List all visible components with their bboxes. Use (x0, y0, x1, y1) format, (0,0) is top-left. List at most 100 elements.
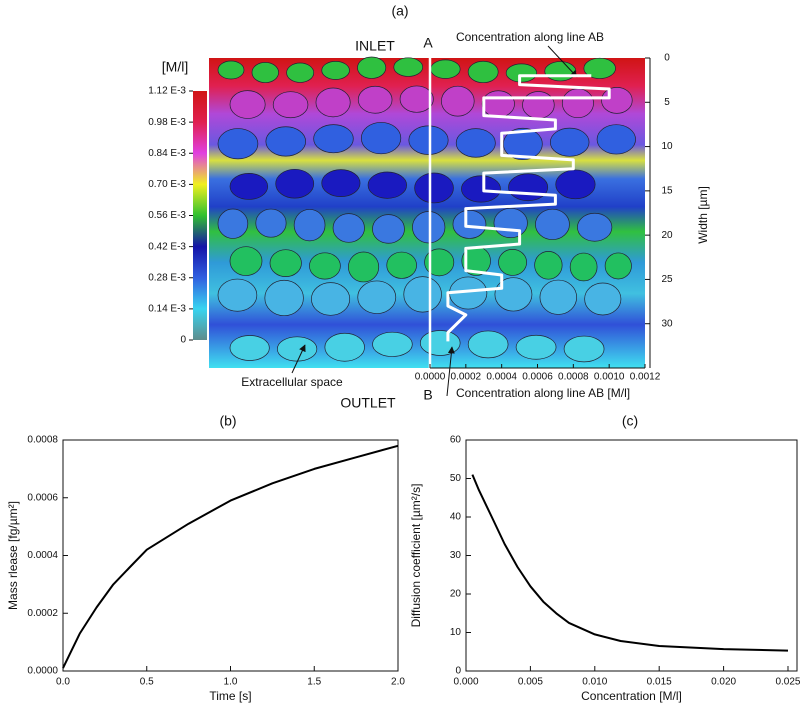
y-tick-label: 30 (450, 550, 462, 561)
arrow (547, 45, 578, 78)
cell (229, 173, 269, 200)
cell (535, 208, 570, 240)
cell (229, 90, 266, 119)
y-tick-label: 30 (661, 318, 673, 329)
cell (569, 252, 598, 282)
cell (217, 128, 259, 160)
colorbar-tick-label: 0.28 E-3 (148, 272, 186, 283)
y-tick-label: 40 (450, 512, 462, 523)
cell (503, 127, 543, 161)
cell (357, 85, 393, 114)
cell (522, 91, 555, 119)
colorbar-tick-label: 1.12 E-3 (148, 86, 186, 97)
y-tick-label: 20 (450, 589, 462, 600)
cell (555, 169, 596, 200)
cell (596, 124, 636, 155)
cell (493, 207, 528, 239)
cell (309, 252, 341, 280)
cell (424, 248, 455, 277)
x-axis-label: Concentration [M/l] (581, 689, 682, 703)
cell (563, 335, 605, 363)
cell (455, 128, 496, 158)
cell (255, 208, 287, 238)
cell (357, 280, 397, 314)
plot-frame (62, 439, 399, 672)
cell (399, 85, 434, 113)
annotation: A (423, 35, 433, 51)
x-tick-label: 0.0010 (594, 372, 625, 383)
data-line (62, 444, 399, 669)
cell (313, 124, 354, 154)
y-axis-label: Mass rlease [fg/µm²] (6, 501, 20, 610)
x-tick-label: 0.020 (711, 677, 736, 688)
cell (251, 62, 279, 84)
panel-label: (c) (622, 413, 638, 429)
y-axis-label: Width [µm] (696, 186, 710, 244)
x-tick-label: 2.0 (391, 677, 405, 688)
cell (324, 332, 365, 362)
y-tick-label: 20 (661, 230, 673, 241)
cell (539, 279, 577, 315)
cell (386, 251, 417, 279)
y-tick-label: 0.0008 (27, 435, 58, 446)
annotation: OUTLET (340, 395, 396, 411)
x-tick-label: 1.5 (307, 677, 321, 688)
cell (357, 56, 387, 79)
data-line (446, 74, 611, 342)
cell (286, 62, 315, 83)
x-tick-label: 0.000 (453, 677, 478, 688)
cell (430, 59, 461, 79)
annotation: Concentration along line AB (456, 30, 604, 44)
cell (372, 214, 405, 244)
cell (264, 279, 304, 317)
cell (360, 122, 402, 155)
panel-label: (b) (219, 413, 236, 429)
y-tick-label: 0.0002 (27, 608, 58, 619)
y-tick-label: 10 (450, 627, 462, 638)
x-tick-label: 0.0 (56, 677, 70, 688)
x-tick-label: 0.010 (582, 677, 607, 688)
cell (467, 60, 499, 84)
cell (229, 246, 263, 276)
cell (311, 282, 351, 316)
y-tick-label: 60 (450, 435, 462, 446)
y-tick-label: 50 (450, 473, 462, 484)
annotation: B (423, 387, 432, 403)
x-tick-label: 0.0002 (451, 372, 482, 383)
cell (321, 169, 361, 197)
cell (577, 212, 613, 242)
x-tick-label: 0.025 (775, 677, 800, 688)
x-tick-label: 0.5 (140, 677, 154, 688)
cell (272, 91, 309, 119)
x-tick-label: 0.0004 (486, 372, 517, 383)
cell (461, 175, 501, 203)
y-tick-label: 0 (664, 53, 670, 64)
cell (293, 209, 326, 242)
cell (604, 252, 632, 280)
cell (403, 276, 442, 313)
arrow (291, 344, 306, 374)
y-tick-label: 10 (661, 141, 673, 152)
cell (315, 87, 351, 118)
cell (367, 171, 407, 199)
cell (277, 336, 318, 362)
cell (467, 330, 509, 359)
arrow (446, 346, 455, 397)
cell (265, 126, 306, 157)
y-tick-label: 25 (661, 274, 673, 285)
x-tick-label: 1.0 (224, 677, 238, 688)
cell (217, 278, 258, 312)
plot-frame (465, 439, 798, 672)
cell (601, 86, 633, 114)
colorbar (193, 91, 207, 340)
y-tick-label: 0.0004 (27, 550, 58, 561)
y-tick-label: 0.0000 (27, 666, 58, 677)
y-axis-label: Diffusion coefficient [µm²/s] (409, 484, 423, 628)
cell (332, 213, 365, 243)
data-line (471, 474, 789, 652)
cell (414, 172, 454, 204)
cell (494, 277, 533, 312)
annotation: Extracellular space (241, 375, 343, 389)
cell (561, 88, 594, 119)
x-tick-label: 0.0012 (630, 372, 661, 383)
